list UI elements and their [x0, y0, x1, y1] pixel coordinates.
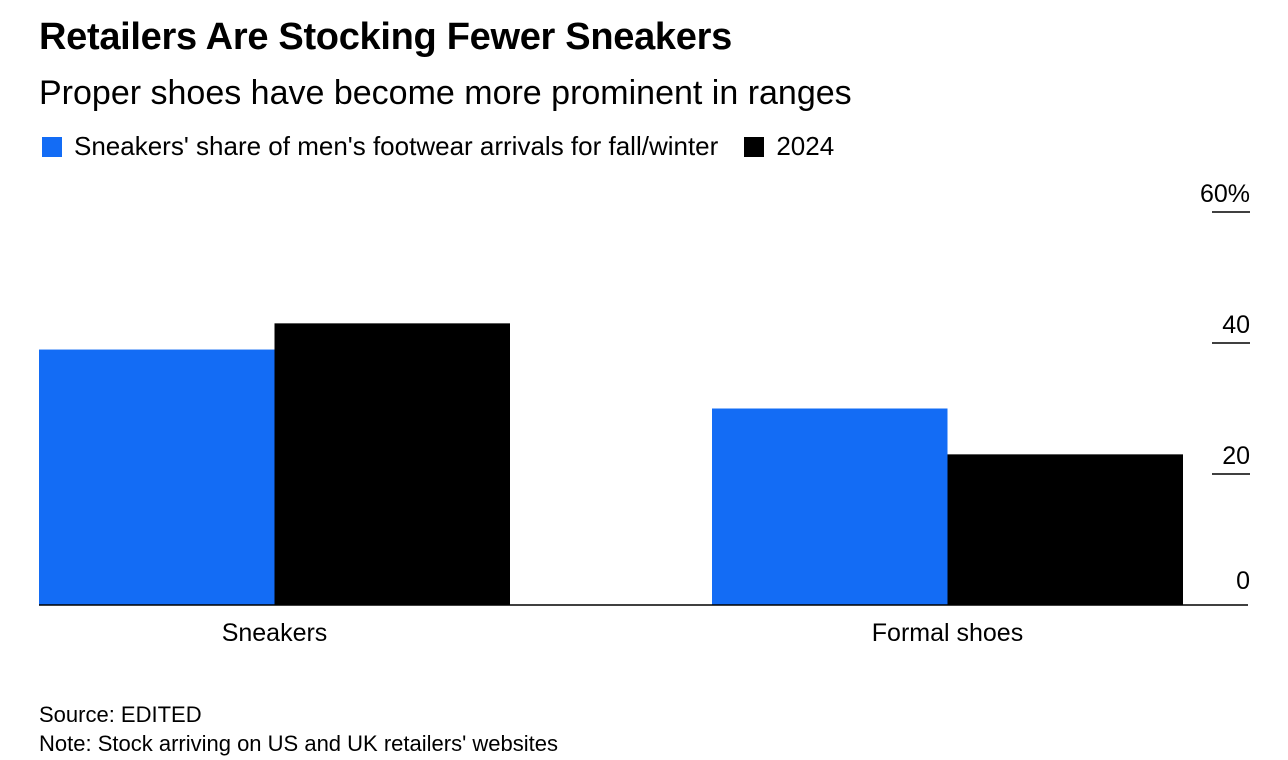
legend-swatch-series-1: [42, 136, 62, 157]
bar-2-series-1: [712, 408, 948, 605]
y-tick-label: 20: [1222, 442, 1250, 470]
legend-label-series-2: 2024: [776, 131, 835, 161]
legend-swatch-series-2: [744, 136, 765, 157]
legend-item-series-2: 2024: [744, 131, 834, 162]
bar-2-series-2: [947, 454, 1183, 605]
legend: Sneakers' share of men's footwear arriva…: [42, 131, 860, 162]
x-tick-label: Formal shoes: [872, 619, 1023, 647]
legend-item-series-1: Sneakers' share of men's footwear arriva…: [42, 131, 718, 162]
bar-1-series-2: [274, 323, 510, 605]
y-tick-label: 0: [1236, 567, 1250, 595]
footnote: Note: Stock arriving on US and UK retail…: [39, 731, 558, 756]
bar-1-series-1: [39, 349, 275, 605]
y-tick-label: 60%: [1200, 180, 1250, 208]
chart-title: Retailers Are Stocking Fewer Sneakers: [39, 16, 732, 58]
x-tick-label: Sneakers: [222, 619, 328, 647]
source-note: Source: EDITED: [39, 702, 202, 727]
chart-subtitle: Proper shoes have become more prominent …: [39, 74, 852, 112]
legend-label-series-1: Sneakers' share of men's footwear arriva…: [74, 131, 719, 161]
y-tick-label: 40: [1222, 311, 1250, 339]
